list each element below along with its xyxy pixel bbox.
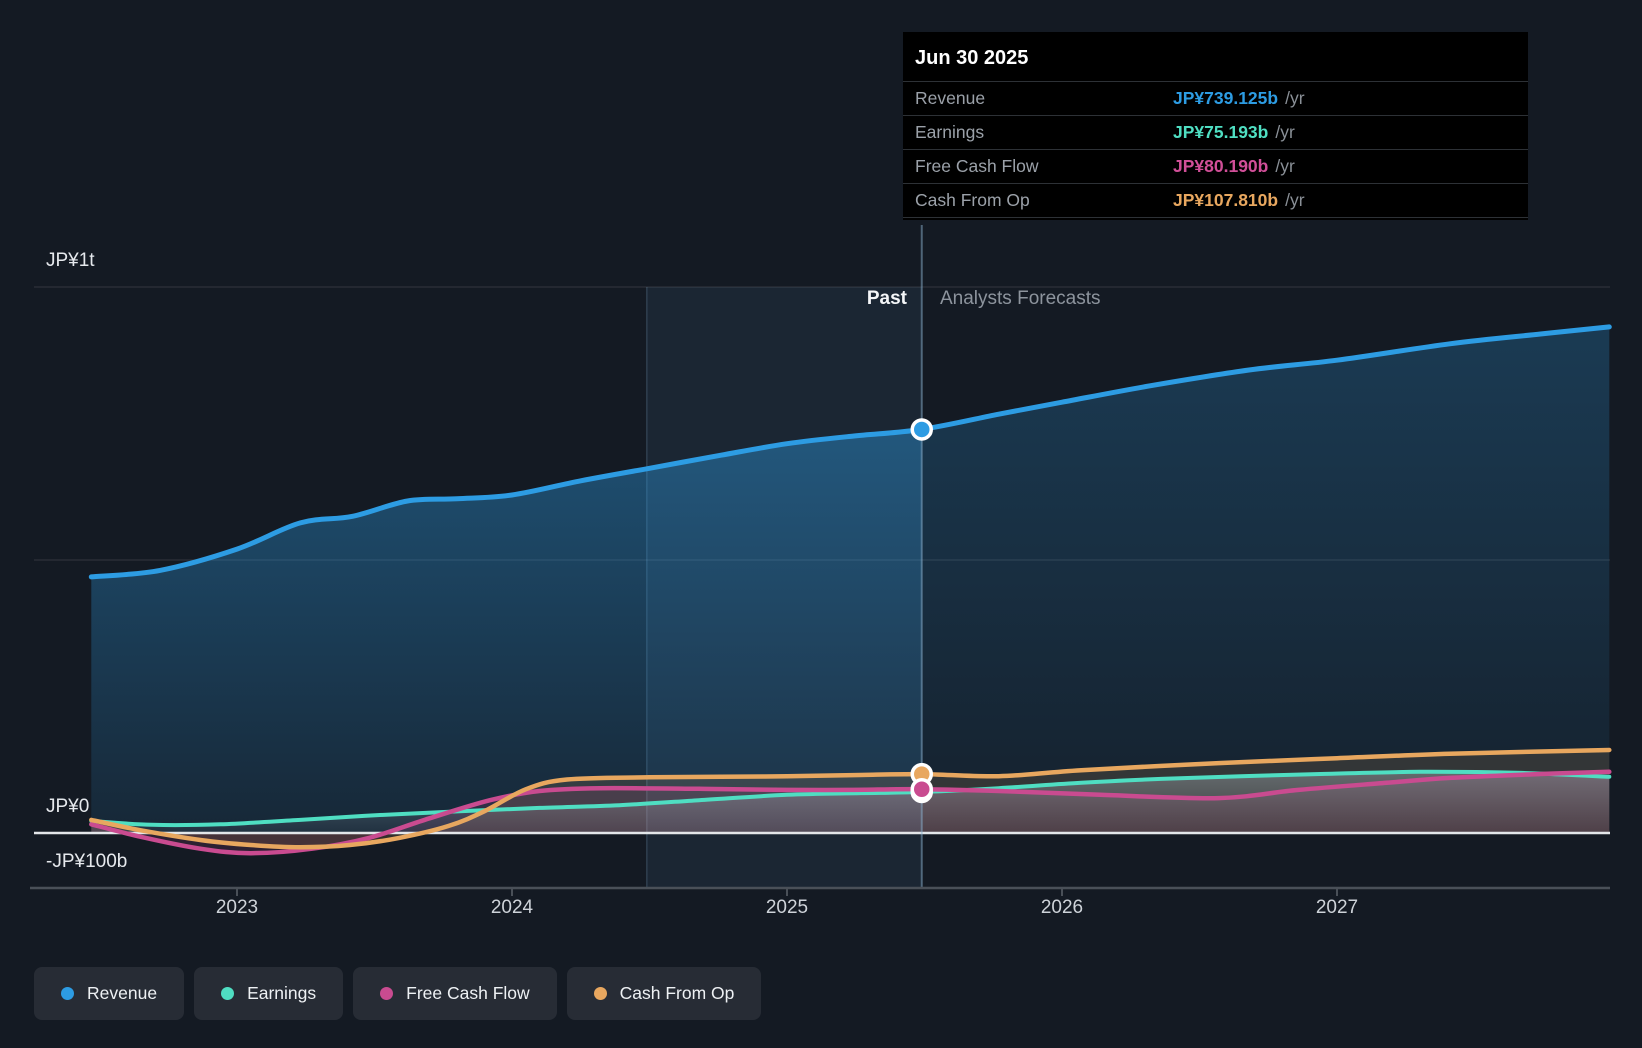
x-axis-label-2025: 2025 <box>765 897 809 918</box>
legend-label: Free Cash Flow <box>406 983 530 1003</box>
legend-label: Earnings <box>247 983 317 1003</box>
x-axis-label-2027: 2027 <box>1315 897 1359 918</box>
y-axis-label-JP1t: JP¥1t <box>46 250 95 271</box>
legend-item-free-cash-flow[interactable]: Free Cash Flow <box>353 967 557 1020</box>
legend-item-revenue[interactable]: Revenue <box>34 967 185 1020</box>
y-axis-label-JP0: JP¥0 <box>46 796 90 817</box>
forecasts-label: Analysts Forecasts <box>940 288 1101 309</box>
tooltip-row-earnings: Earnings JP¥75.193b/yr <box>903 115 1528 149</box>
cash-from-op-line <box>89 747 1612 850</box>
tooltip-row-label: Free Cash Flow <box>915 156 1039 176</box>
tooltip-row-label: Cash From Op <box>915 190 1030 210</box>
tooltip-row-label: Revenue <box>915 88 986 108</box>
legend-label: Cash From Op <box>619 983 735 1003</box>
tooltip-row-value: JP¥739.125b <box>1173 88 1279 108</box>
tooltip-row-unit: /yr <box>1275 156 1295 176</box>
earnings-line <box>89 769 1612 828</box>
revenue-marker[interactable] <box>910 418 933 441</box>
legend-dot-icon <box>61 987 74 1000</box>
tooltip-row-free-cash-flow: Free Cash Flow JP¥80.190b/yr <box>903 149 1528 183</box>
revenue-area-past <box>91 429 922 833</box>
legend-label: Revenue <box>87 983 158 1003</box>
revenue-area-forecast <box>921 326 1610 833</box>
x-axis-label-2026: 2026 <box>1040 897 1084 918</box>
legend: Revenue Earnings Free Cash Flow Cash From O… <box>34 967 762 1020</box>
tooltip-row-label: Earnings <box>915 122 985 142</box>
tooltip-row-unit: /yr <box>1275 122 1295 142</box>
legend-dot-icon <box>380 987 394 1000</box>
past-label: Past <box>866 288 907 309</box>
revenue-line <box>88 324 1612 580</box>
free-cash-flow-line <box>89 769 1612 856</box>
legend-item-earnings[interactable]: Earnings <box>194 967 344 1020</box>
tooltip-row-value: JP¥75.193b <box>1173 122 1269 142</box>
tooltip-row-unit: /yr <box>1285 190 1305 210</box>
x-axis-label-2023: 2023 <box>215 897 259 918</box>
tooltip-row-value: JP¥80.190b <box>1173 156 1269 176</box>
legend-dot-icon <box>593 987 607 1000</box>
y-axis-label-JP100b: -JP¥100b <box>46 850 128 872</box>
legend-item-cash-from-op[interactable]: Cash From Op <box>566 967 762 1020</box>
tooltip-row-value: JP¥107.810b <box>1173 190 1279 210</box>
legend-dot-icon <box>221 987 235 1000</box>
x-axis-label-2024: 2024 <box>490 897 534 918</box>
free-cash-flow-marker[interactable] <box>910 777 933 801</box>
tooltip: Jun 30 2025 Revenue JP¥739.125b/yr Earning… <box>903 32 1528 220</box>
tooltip-row-cash-from-op: Cash From Op JP¥107.810b/yr <box>903 183 1528 218</box>
tooltip-date: Jun 30 2025 <box>915 47 1029 69</box>
tooltip-row-revenue: Revenue JP¥739.125b/yr <box>903 81 1528 115</box>
tooltip-row-unit: /yr <box>1285 88 1305 108</box>
